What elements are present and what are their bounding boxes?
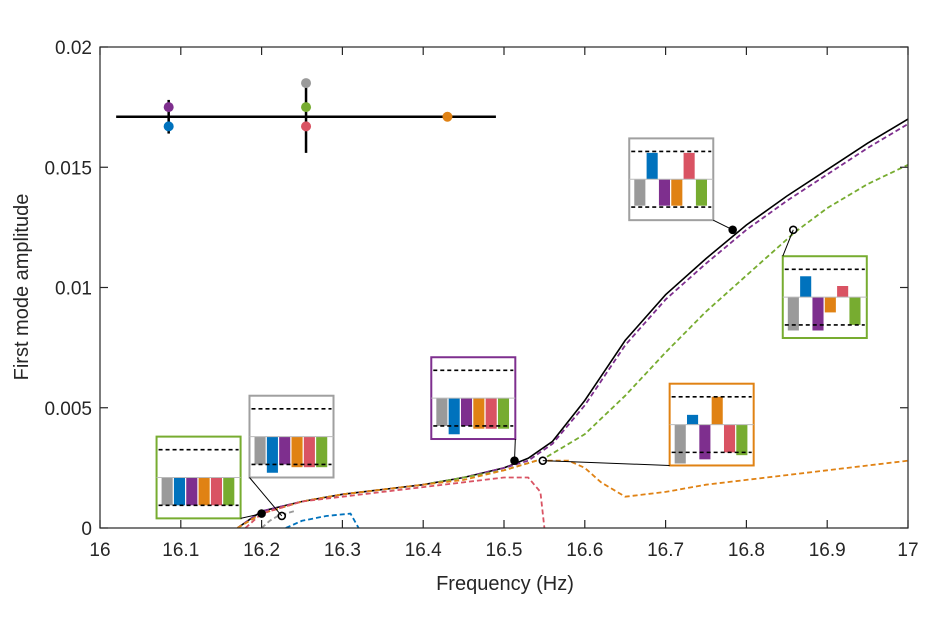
x-tick-label: 16.6 [566, 540, 603, 561]
inset-bar [223, 477, 235, 506]
series-line-5 [261, 510, 295, 528]
inset-leader-4 [713, 219, 733, 231]
y-tick-label: 0.02 [55, 38, 92, 59]
inset-bar [824, 297, 836, 313]
inset-bar [254, 436, 266, 465]
x-tick-label: 17 [897, 540, 918, 561]
inset-bar [448, 398, 460, 435]
x-tick-label: 16.1 [162, 540, 199, 561]
inset-bar [695, 179, 707, 206]
inset-leader-5 [782, 229, 794, 257]
inset-bar [497, 398, 510, 429]
x-tick-label: 16.5 [486, 540, 523, 561]
inset-bar [210, 477, 222, 506]
y-tick-label: 0 [81, 519, 92, 540]
x-tick-label: 16 [89, 540, 110, 561]
y-axis-label: First mode amplitude [11, 194, 33, 381]
inset-bar [303, 436, 315, 468]
range-dot-3 [301, 102, 312, 113]
range-dot-0 [163, 102, 174, 113]
y-tick-label: 0.005 [44, 399, 92, 420]
inset-bar [460, 398, 473, 426]
series-line-3 [236, 459, 908, 528]
inset-bar [812, 297, 824, 331]
series-line-4 [244, 476, 546, 528]
inset-bar [266, 436, 278, 473]
x-tick-label: 16.8 [728, 540, 765, 561]
series-line-6 [285, 512, 360, 528]
inset-leader-1 [249, 477, 283, 517]
mode-inset-2 [430, 356, 517, 441]
x-axis-label: Frequency (Hz) [436, 573, 574, 595]
inset-bar [316, 436, 328, 468]
inset-bar [683, 152, 695, 180]
inset-bar [711, 396, 723, 425]
inset-leader-2 [514, 438, 516, 461]
x-tick-label: 16.2 [243, 540, 280, 561]
inset-bar [699, 424, 711, 460]
inset-bar [485, 398, 497, 429]
inset-bar [173, 477, 186, 506]
inset-bar [736, 424, 748, 456]
inset-bar [849, 297, 861, 325]
mode-inset-1 [248, 394, 335, 479]
inset-leader-3 [542, 460, 670, 466]
inset-bar [161, 477, 173, 506]
inset-bar [658, 179, 671, 206]
inset-bar [674, 424, 686, 464]
mode-shape-insets [155, 137, 868, 520]
mode-inset-3 [668, 382, 755, 467]
mode-inset-4 [628, 137, 715, 222]
inset-leader-0 [240, 513, 262, 519]
inset-bar [687, 414, 699, 425]
x-tick-label: 16.4 [405, 540, 442, 561]
mode-inset-5 [781, 255, 868, 340]
mode-inset-0 [155, 435, 242, 520]
x-tick-label: 16.7 [647, 540, 684, 561]
inset-bar [837, 285, 849, 298]
range-dot-5 [442, 111, 453, 122]
inset-bar [198, 477, 210, 506]
inset-bar [279, 436, 291, 465]
inset-bar [671, 179, 683, 206]
y-tick-label: 0.01 [55, 279, 92, 300]
x-tick-label: 16.3 [324, 540, 361, 561]
plot-area [116, 78, 908, 528]
y-tick-label: 0.015 [44, 158, 92, 179]
range-dot-1 [163, 121, 174, 132]
inset-bar [634, 179, 646, 206]
inset-bar [291, 436, 303, 468]
inset-bar [186, 477, 198, 506]
inset-bar [473, 398, 485, 429]
axes: 16 16.1 16.2 16.3 16.4 16.5 16.6 16.7 16.8 16.9 17… [44, 38, 918, 561]
range-dot-4 [301, 121, 312, 132]
inset-bar [646, 152, 658, 180]
inset-bar [800, 276, 812, 298]
series-line-1 [236, 123, 908, 528]
inset-bar [787, 297, 799, 331]
inset-bar [436, 398, 448, 426]
inset-bar [723, 424, 736, 453]
x-tick-label: 16.9 [809, 540, 846, 561]
range-dot-2 [301, 78, 312, 89]
